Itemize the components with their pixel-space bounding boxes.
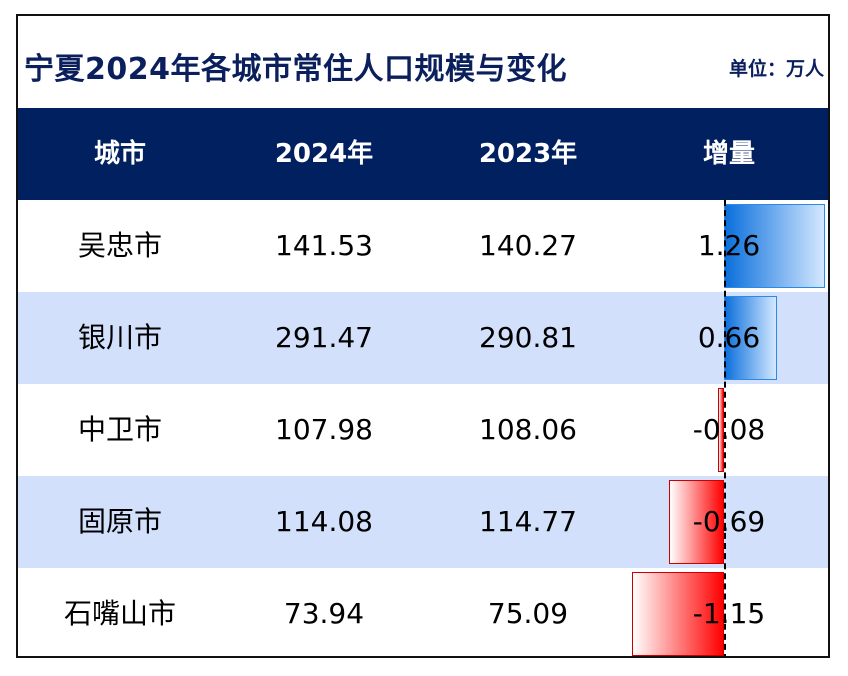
- table-row: 中卫市 107.98 108.06: [18, 384, 828, 476]
- value-2024-cell: 114.08: [275, 505, 373, 538]
- city-cell: 银川市: [77, 321, 162, 354]
- change-value-label: -1.15: [692, 597, 766, 630]
- header-change: 增量: [702, 139, 755, 169]
- table-frame: 宁夏2024年各城市常住人口规模与变化 单位：万人 城市 2024年 2023年…: [16, 14, 830, 658]
- change-value-label: -0.08: [692, 413, 766, 446]
- change-bar: [724, 296, 777, 380]
- value-2023-cell: 108.06: [479, 413, 577, 446]
- table-row: 吴忠市 141.53 140.27: [18, 200, 828, 292]
- table-row: 银川市 291.47 290.81: [18, 292, 828, 384]
- city-cell: 固原市: [77, 505, 162, 538]
- value-2023-cell: 75.09: [487, 597, 569, 630]
- value-2023-cell: 140.27: [479, 229, 577, 262]
- change-value-label: 1.26: [697, 229, 761, 262]
- value-2024-cell: 141.53: [275, 229, 373, 262]
- change-bar: [632, 572, 724, 656]
- chart-title: 宁夏2024年各城市常住人口规模与变化: [24, 52, 567, 87]
- header-city: 城市: [93, 139, 146, 169]
- city-cell: 中卫市: [77, 413, 162, 446]
- change-bar: [724, 204, 825, 288]
- value-2024-cell: 291.47: [275, 321, 373, 354]
- city-cell: 石嘴山市: [63, 597, 176, 630]
- table-row: 石嘴山市 73.94 75.09: [18, 568, 828, 656]
- change-bar: [717, 388, 724, 472]
- table-header: 城市 2024年 2023年 增量: [18, 108, 828, 200]
- value-2023-cell: 114.77: [479, 505, 577, 538]
- header-2024: 2024年: [274, 139, 374, 169]
- change-value-label: 0.66: [697, 321, 761, 354]
- unit-label: 单位：万人: [728, 58, 824, 80]
- header-2023: 2023年: [478, 139, 578, 169]
- value-2024-cell: 107.98: [275, 413, 373, 446]
- change-bar: [668, 480, 724, 564]
- change-value-label: -0.69: [692, 505, 766, 538]
- value-2023-cell: 290.81: [479, 321, 577, 354]
- zero-axis-line: [724, 200, 726, 656]
- city-cell: 吴忠市: [77, 229, 162, 262]
- value-2024-cell: 73.94: [283, 597, 365, 630]
